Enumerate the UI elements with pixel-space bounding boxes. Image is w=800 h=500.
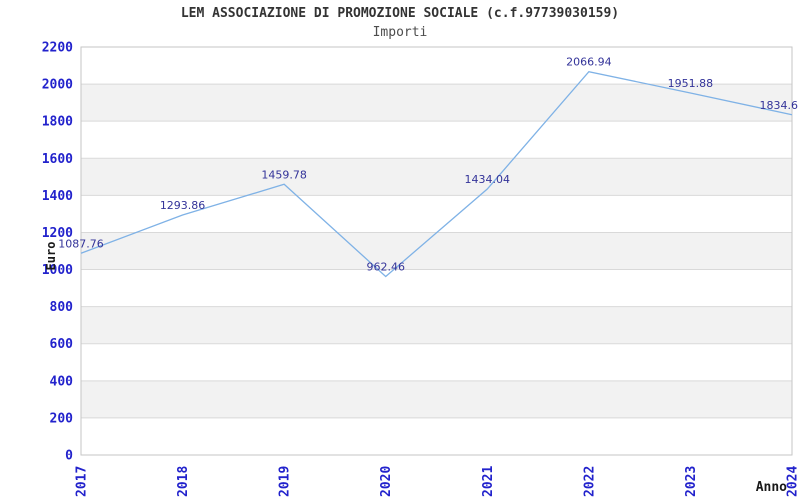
y-tick-label: 400 <box>50 374 74 389</box>
x-axis-title: Anno <box>755 480 787 495</box>
y-tick-label: 2000 <box>42 78 73 93</box>
y-tick-label: 1000 <box>42 263 73 278</box>
data-point-label: 1087.76 <box>58 237 104 250</box>
y-tick-label: 1400 <box>42 189 73 204</box>
x-tick-label: 2018 <box>176 466 191 497</box>
data-point-label: 1834.6 <box>760 99 799 112</box>
data-point-label: 1293.86 <box>160 199 206 212</box>
x-tick-label: 2019 <box>278 466 293 497</box>
y-tick-label: 2200 <box>42 41 73 56</box>
data-line <box>80 70 793 278</box>
y-tick-label: 1600 <box>42 152 73 167</box>
chart-subtitle: Importi <box>372 25 428 40</box>
y-tick-label: 1800 <box>42 115 73 130</box>
y-tick-label: 0 <box>65 449 73 464</box>
data-point-label: 1459.78 <box>261 168 307 181</box>
x-tick-label: 2022 <box>582 466 597 497</box>
y-tick-label: 800 <box>50 300 74 315</box>
data-point-label: 1951.88 <box>668 77 714 90</box>
plot-band <box>81 380 792 418</box>
x-tick-label: 2017 <box>75 466 90 497</box>
y-tick-label: 1200 <box>42 226 73 241</box>
data-point-label: 1434.04 <box>465 173 511 186</box>
plot-border <box>80 46 793 456</box>
x-tick-label: 2021 <box>481 466 496 497</box>
y-tick-label: 600 <box>50 337 74 352</box>
chart-title: LEM ASSOCIAZIONE DI PROMOZIONE SOCIALE (… <box>180 6 620 21</box>
y-tick-label: 200 <box>50 411 74 426</box>
data-point-label: 962.46 <box>366 261 405 274</box>
x-tick-label: 2023 <box>684 466 699 497</box>
plot-band <box>81 84 792 122</box>
data-point-label: 2066.94 <box>566 56 612 69</box>
x-tick-label: 2024 <box>786 466 800 497</box>
plot-band <box>81 306 792 344</box>
plot-band <box>81 158 792 196</box>
x-tick-label: 2020 <box>379 466 394 497</box>
plot-band <box>81 232 792 270</box>
y-axis-title: Euro <box>44 241 58 271</box>
